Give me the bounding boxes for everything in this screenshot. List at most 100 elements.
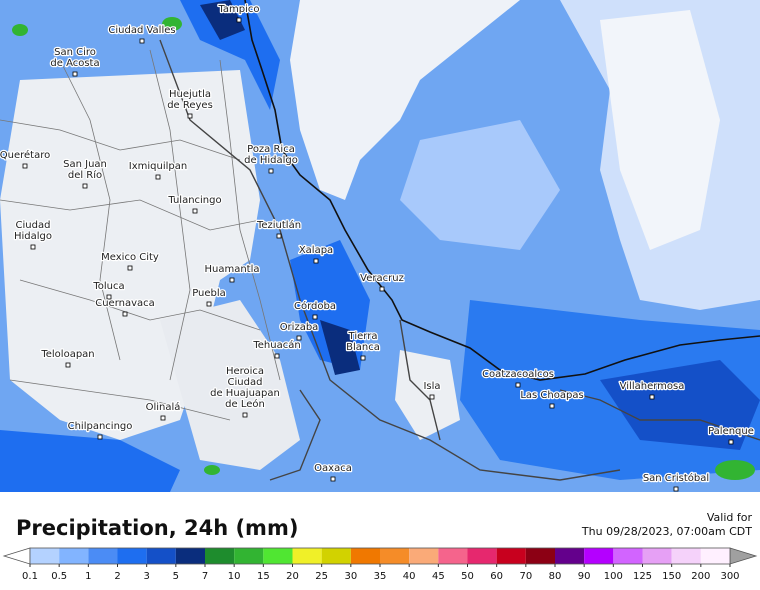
colorbar-tick-label: 15 <box>257 571 270 582</box>
city-name: Querétaro <box>0 149 50 161</box>
heavy-precip <box>0 430 180 492</box>
city-name: Heroica <box>226 366 264 377</box>
city-marker <box>72 71 78 77</box>
city: Orizaba <box>278 321 320 341</box>
colorbar-segment <box>700 548 730 564</box>
colorbar-segment <box>350 548 380 564</box>
colorbar-tick-label: 150 <box>662 571 681 582</box>
city-name: de León <box>225 398 265 410</box>
city: Oaxaca <box>313 462 353 482</box>
city-name: Hidalgo <box>14 231 52 242</box>
city-marker <box>360 355 366 361</box>
city-name: Córdoba <box>294 300 336 312</box>
light-precip <box>400 120 560 250</box>
colorbar-segment <box>292 548 322 564</box>
dry-land <box>160 300 300 470</box>
city-marker <box>122 311 128 317</box>
city-name: Chilpancingo <box>68 421 133 432</box>
city-marker <box>296 335 302 341</box>
city-marker <box>330 476 336 482</box>
heavy-precip <box>600 360 760 450</box>
colorbar-tick-label: 35 <box>374 571 387 582</box>
city-marker <box>549 403 555 409</box>
city-marker <box>30 244 36 250</box>
city-name: Oaxaca <box>314 463 352 474</box>
colorbar-tick-label: 60 <box>490 571 503 582</box>
colorbar-segment <box>234 548 264 564</box>
city: Chilpancingo <box>66 420 134 440</box>
colorbar-tick-label: 0.1 <box>22 571 38 582</box>
valid-time: Thu 09/28/2023, 07:00am CDT <box>581 525 752 538</box>
colorbar-segment <box>496 548 526 564</box>
city-marker <box>242 412 248 418</box>
city-marker <box>236 17 242 23</box>
city: Huamantla <box>203 263 261 283</box>
city: Tampico <box>216 3 261 23</box>
very-heavy-precip <box>320 320 360 375</box>
city: Ciudad Valles <box>107 24 177 44</box>
colorbar-tick-label: 7 <box>202 571 208 582</box>
colorbar-segment <box>438 548 468 564</box>
colorbar-segment <box>88 548 118 564</box>
colorbar-segment <box>175 548 205 564</box>
city-name: San Ciro <box>54 47 96 58</box>
city-name: Mexico City <box>101 252 159 263</box>
city: Villahermosa <box>618 380 686 400</box>
city-name: Huamantla <box>204 264 259 275</box>
green-precip <box>715 460 755 480</box>
city-name: Poza Rica <box>247 144 295 155</box>
colorbar-tick-label: 200 <box>691 571 710 582</box>
city-marker <box>229 277 235 283</box>
colorbar-tick-label: 300 <box>720 571 739 582</box>
city-name: San Cristóbal <box>643 472 709 484</box>
city: Ixmiquilpan <box>128 160 188 180</box>
colorbar-segment <box>205 548 235 564</box>
colorbar-segment <box>30 548 60 564</box>
colorbar-tick-label: 70 <box>519 571 532 582</box>
city-marker <box>192 208 198 214</box>
colorbar-segment <box>117 548 147 564</box>
dry-area <box>290 0 520 200</box>
dry-land <box>395 350 460 440</box>
city: Las Choapas <box>519 389 585 409</box>
city: Isla <box>422 380 442 400</box>
city-marker <box>673 486 679 492</box>
colorbar-segment <box>380 548 410 564</box>
colorbar-tick-label: 125 <box>633 571 652 582</box>
colorbar: 0.1 0.5 1 2 3 5 7 10 15 20 25 30 35 40 45 50 60 70 80 90 100… <box>2 547 758 582</box>
city-marker <box>268 168 274 174</box>
green-precip <box>162 17 182 31</box>
city-marker <box>82 183 88 189</box>
city: Toluca <box>91 280 126 300</box>
city-marker <box>379 286 385 292</box>
city: Teloloapan <box>39 348 96 368</box>
city-name: Isla <box>423 381 440 392</box>
colorbar-segment <box>555 548 585 564</box>
map-area <box>0 0 760 492</box>
colorbar-segment <box>525 548 555 564</box>
legend-title: Precipitation, 24h (mm) <box>16 516 298 540</box>
colorbar-tick-label: 20 <box>286 571 299 582</box>
colorbar-tick-label: 3 <box>143 571 149 582</box>
city-name: Veracruz <box>360 273 404 284</box>
city: Veracruz <box>359 272 405 292</box>
city: Tulancingo <box>166 194 223 214</box>
city-marker <box>139 38 145 44</box>
city-name: Ciudad Valles <box>108 25 175 36</box>
city-marker <box>155 174 161 180</box>
city-name: Tehuacán <box>252 339 300 351</box>
city-marker <box>649 394 655 400</box>
colorbar-segment <box>59 548 89 564</box>
colorbar-segment <box>642 548 672 564</box>
colorbar-tick-label: 40 <box>403 571 416 582</box>
colorbar-segment <box>671 548 701 564</box>
city-marker <box>127 265 133 271</box>
legend-panel <box>0 492 760 590</box>
city-name: Cuernavaca <box>95 298 155 309</box>
